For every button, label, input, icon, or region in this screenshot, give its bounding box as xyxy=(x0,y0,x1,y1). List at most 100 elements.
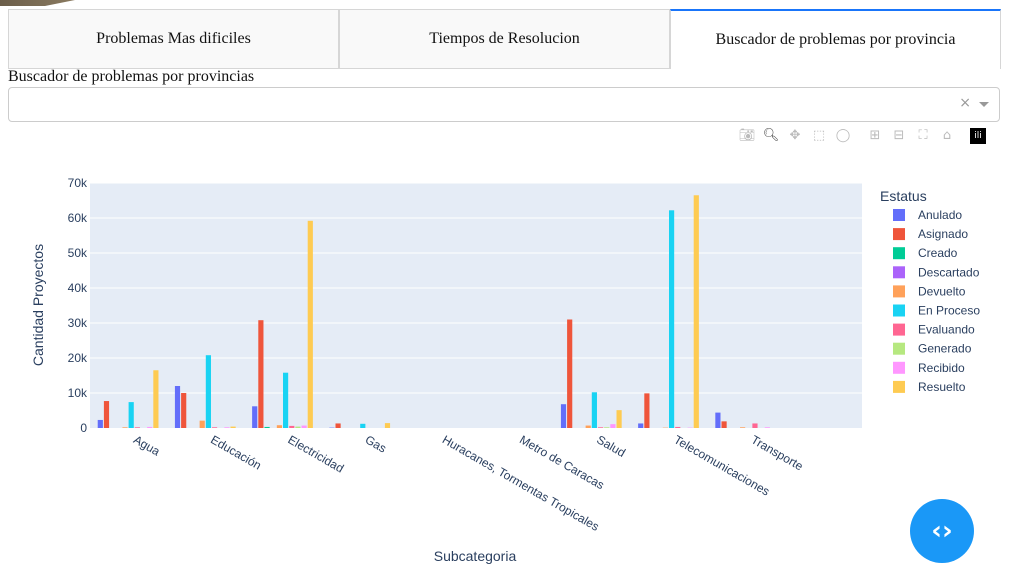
zoom-in-icon[interactable]: ⊞ xyxy=(869,128,881,143)
legend-swatch[interactable] xyxy=(893,380,905,393)
bar-devuelto[interactable] xyxy=(740,427,746,428)
y-tick-label: 20k xyxy=(68,351,88,365)
camera-icon[interactable]: 📷︎ xyxy=(738,128,756,143)
box-select-icon[interactable]: ⬚ xyxy=(812,128,826,143)
legend-swatch[interactable] xyxy=(893,285,905,298)
bar-recibido[interactable] xyxy=(224,427,230,428)
bar-recibido[interactable] xyxy=(147,426,153,428)
legend-swatch[interactable] xyxy=(893,209,905,221)
lasso-icon[interactable]: ◯ xyxy=(835,128,851,143)
legend-swatch[interactable] xyxy=(893,266,905,279)
bar-anulado[interactable] xyxy=(715,412,721,428)
bar-recibido[interactable] xyxy=(610,424,616,428)
legend-item[interactable]: Anulado xyxy=(918,208,962,222)
header-image xyxy=(0,0,75,6)
bar-resuelto[interactable] xyxy=(307,220,313,428)
legend-swatch[interactable] xyxy=(893,304,905,317)
x-tick-label: Educación xyxy=(208,432,264,472)
legend-title: Estatus xyxy=(880,188,927,204)
bar-generado[interactable] xyxy=(604,427,610,428)
legend-item[interactable]: Descartado xyxy=(918,265,980,279)
bar-devuelto[interactable] xyxy=(276,425,282,428)
bar-evaluando[interactable] xyxy=(752,423,758,428)
zoom-out-icon[interactable]: ⊟ xyxy=(893,128,905,143)
tab-problemas-mas-dificiles[interactable]: Problemas Mas dificiles xyxy=(8,9,339,69)
y-tick-label: 50k xyxy=(68,246,88,260)
autoscale-icon[interactable]: ⛶ xyxy=(918,128,928,143)
bar-creado[interactable] xyxy=(264,426,270,428)
bar-asignado[interactable] xyxy=(721,421,727,428)
bar-devuelto[interactable] xyxy=(122,427,128,428)
bar-en-proceso[interactable] xyxy=(283,372,289,428)
legend-item[interactable]: Devuelto xyxy=(918,284,966,298)
bar-devuelto[interactable] xyxy=(585,425,591,428)
legend-item[interactable]: Generado xyxy=(918,342,972,356)
bar-asignado[interactable] xyxy=(335,423,341,428)
zoom-icon[interactable]: 🔍︎ xyxy=(762,128,780,143)
search-label: Buscador de problemas por provincias xyxy=(8,68,255,85)
y-axis-title: Cantidad Proyectos xyxy=(30,244,46,366)
clear-icon[interactable]: × xyxy=(959,95,971,111)
bar-en-proceso[interactable] xyxy=(128,402,134,428)
bar-asignado[interactable] xyxy=(258,320,264,428)
code-toggle-button[interactable]: ‹› xyxy=(910,499,974,563)
y-tick-label: 10k xyxy=(68,386,88,400)
y-tick-label: 40k xyxy=(68,281,88,295)
bar-evaluando[interactable] xyxy=(597,427,604,428)
bar-anulado[interactable] xyxy=(560,404,567,428)
bar-resuelto[interactable] xyxy=(693,195,699,428)
plot-area xyxy=(90,183,862,428)
bar-evaluando[interactable] xyxy=(675,426,681,428)
x-tick-label: Metro de Caracas xyxy=(517,432,607,492)
tab-tiempos-de-resolucion[interactable]: Tiempos de Resolucion xyxy=(339,9,670,69)
bar-asignado[interactable] xyxy=(103,401,110,428)
legend-swatch[interactable] xyxy=(893,323,905,336)
bar-asignado[interactable] xyxy=(567,319,573,429)
bar-asignado[interactable] xyxy=(644,393,650,428)
bar-resuelto[interactable] xyxy=(153,370,159,428)
bar-recibido[interactable] xyxy=(301,425,307,428)
x-axis-title: Subcategoria xyxy=(434,548,517,564)
bar-anulado[interactable] xyxy=(252,406,258,428)
bar-evaluando[interactable] xyxy=(134,427,140,428)
x-tick-label: Agua xyxy=(131,432,163,458)
x-tick-label: Gas xyxy=(363,432,389,455)
legend-swatch[interactable] xyxy=(893,361,905,374)
legend-item[interactable]: Evaluando xyxy=(918,323,975,337)
legend-item[interactable]: Creado xyxy=(918,246,958,260)
y-tick-label: 30k xyxy=(68,316,88,330)
bar-evaluando[interactable] xyxy=(211,427,218,428)
chevron-down-icon[interactable] xyxy=(979,102,989,107)
bar-resuelto[interactable] xyxy=(230,426,236,428)
tab-bar: Problemas Mas dificiles Tiempos de Resol… xyxy=(8,9,1001,69)
bar-recibido[interactable] xyxy=(764,427,770,428)
bar-en-proceso[interactable] xyxy=(360,423,366,428)
plotly-logo-icon[interactable]: ili xyxy=(970,128,986,144)
bar-anulado[interactable] xyxy=(638,423,644,428)
bar-en-proceso[interactable] xyxy=(591,392,597,428)
legend-swatch[interactable] xyxy=(893,228,905,241)
legend-item[interactable]: Resuelto xyxy=(918,380,966,394)
bar-en-proceso[interactable] xyxy=(669,210,675,428)
bar-devuelto[interactable] xyxy=(199,420,205,428)
legend-swatch[interactable] xyxy=(893,247,905,260)
x-tick-label: Telecomunicaciones xyxy=(672,432,773,498)
home-icon[interactable]: ⌂ xyxy=(942,128,952,143)
legend-item[interactable]: Recibido xyxy=(918,361,965,375)
x-tick-label: Transporte xyxy=(749,432,806,473)
legend-item[interactable]: Asignado xyxy=(918,227,968,241)
legend-item[interactable]: En Proceso xyxy=(918,304,980,318)
bar-anulado[interactable] xyxy=(174,386,181,428)
bar-anulado[interactable] xyxy=(97,419,103,428)
bar-en-proceso[interactable] xyxy=(205,355,211,428)
bar-evaluando[interactable] xyxy=(289,425,295,428)
pan-icon[interactable]: ✥ xyxy=(789,128,801,143)
bar-resuelto[interactable] xyxy=(384,423,391,428)
bar-resuelto[interactable] xyxy=(616,410,622,428)
x-tick-label: Huracanes, Tormentas Tropicales xyxy=(440,432,602,533)
bar-generado[interactable] xyxy=(295,426,301,428)
bar-asignado[interactable] xyxy=(181,393,187,428)
legend-swatch[interactable] xyxy=(893,342,905,355)
tab-buscador-provincia[interactable]: Buscador de problemas por provincia xyxy=(670,9,1001,69)
province-dropdown[interactable]: × xyxy=(8,87,1000,122)
